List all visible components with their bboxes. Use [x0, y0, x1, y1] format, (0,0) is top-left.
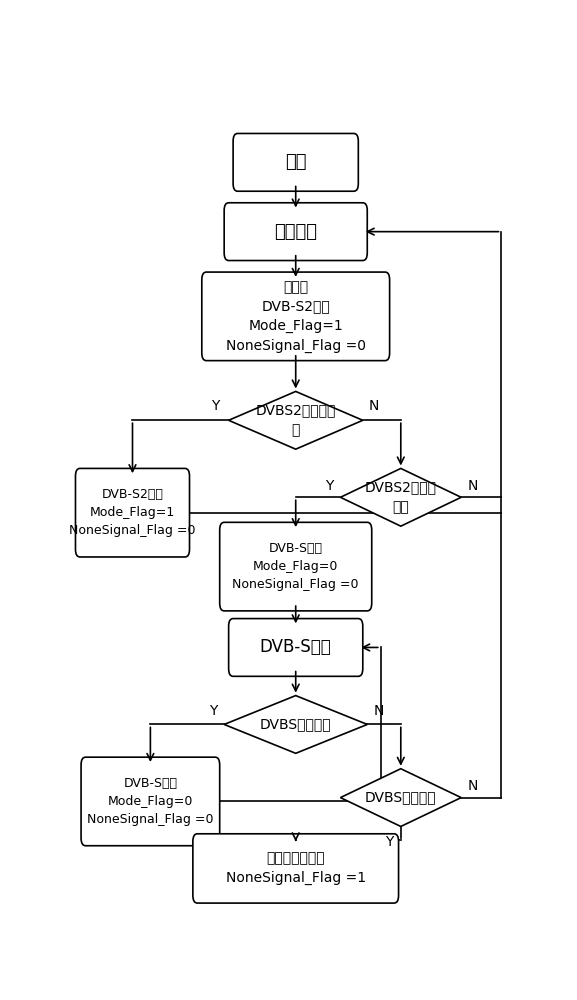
Polygon shape	[224, 696, 368, 753]
FancyBboxPatch shape	[76, 468, 189, 557]
Text: 初始化
DVB-S2模式
Mode_Flag=1
NoneSignal_Flag =0: 初始化 DVB-S2模式 Mode_Flag=1 NoneSignal_Flag…	[226, 280, 366, 353]
Text: Y: Y	[385, 835, 394, 849]
Text: N: N	[373, 704, 384, 718]
Text: N: N	[369, 399, 379, 413]
Text: 系统复位: 系统复位	[274, 223, 317, 241]
Text: 开始: 开始	[285, 153, 306, 171]
FancyBboxPatch shape	[81, 757, 220, 846]
Text: DVB-S模式
Mode_Flag=0
NoneSignal_Flag =0: DVB-S模式 Mode_Flag=0 NoneSignal_Flag =0	[233, 542, 359, 591]
Text: N: N	[467, 479, 478, 493]
Text: N: N	[467, 779, 478, 793]
FancyBboxPatch shape	[220, 522, 372, 611]
Text: DVBS译码超时: DVBS译码超时	[365, 791, 437, 805]
Polygon shape	[228, 391, 363, 449]
Text: Y: Y	[325, 479, 334, 493]
Text: DVBS2帧检测成
功: DVBS2帧检测成 功	[256, 404, 336, 437]
Text: DVB-S译码: DVB-S译码	[260, 638, 332, 656]
Text: DVB-S2模式
Mode_Flag=1
NoneSignal_Flag =0: DVB-S2模式 Mode_Flag=1 NoneSignal_Flag =0	[69, 488, 196, 537]
FancyBboxPatch shape	[193, 834, 399, 903]
Text: Y: Y	[209, 704, 217, 718]
FancyBboxPatch shape	[228, 619, 363, 676]
Text: DVB-S模式
Mode_Flag=0
NoneSignal_Flag =0: DVB-S模式 Mode_Flag=0 NoneSignal_Flag =0	[87, 777, 213, 826]
FancyBboxPatch shape	[202, 272, 389, 361]
Text: Y: Y	[211, 399, 219, 413]
FancyBboxPatch shape	[224, 203, 368, 261]
Polygon shape	[340, 468, 461, 526]
Polygon shape	[340, 769, 461, 826]
FancyBboxPatch shape	[233, 133, 358, 191]
Text: DVBS2帧检测
超时: DVBS2帧检测 超时	[365, 481, 437, 514]
Text: DVBS译码成功: DVBS译码成功	[260, 717, 332, 731]
Text: 给出无信号标志
NoneSignal_Flag =1: 给出无信号标志 NoneSignal_Flag =1	[226, 852, 366, 885]
